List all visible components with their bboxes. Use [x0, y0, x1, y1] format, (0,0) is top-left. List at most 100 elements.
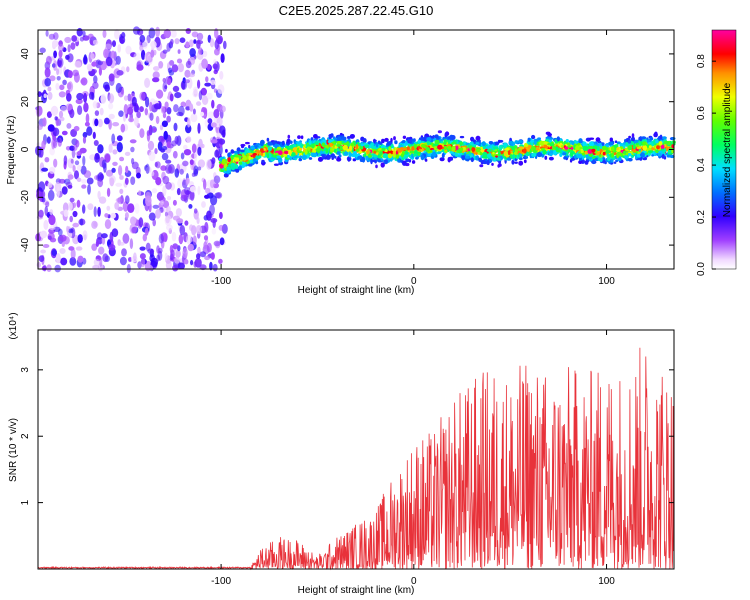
ridge-cell	[486, 149, 492, 152]
noise-cell	[89, 39, 93, 45]
noise-cell	[114, 29, 120, 40]
ridge-cell	[321, 142, 326, 148]
noise-cell	[138, 217, 144, 228]
ridge-cell	[655, 139, 659, 144]
ridge-cell	[531, 134, 536, 140]
noise-cell	[39, 47, 46, 54]
noise-cell	[73, 125, 80, 132]
ridge-cell	[290, 152, 296, 157]
ridge-cell	[235, 168, 240, 173]
noise-cell	[166, 224, 173, 231]
noise-cell	[190, 113, 198, 123]
noise-cell	[47, 235, 52, 240]
noise-cell	[162, 49, 168, 54]
noise-cell	[210, 139, 218, 144]
noise-cell	[220, 53, 225, 63]
noise-cell	[172, 150, 178, 159]
noise-cell	[106, 205, 111, 211]
noise-cell	[49, 225, 56, 231]
noise-cell	[209, 261, 213, 271]
ridge-cell	[402, 147, 407, 151]
noise-cell	[56, 76, 61, 81]
ridge-cell	[434, 139, 440, 145]
noise-cell	[209, 204, 215, 216]
ridge-cell	[342, 144, 348, 151]
noise-cell	[40, 249, 46, 254]
noise-cell	[94, 118, 99, 127]
noise-cell	[83, 102, 89, 113]
colorbar-tick-label: 0.0	[696, 262, 707, 276]
noise-cell	[219, 211, 223, 220]
noise-cell	[182, 160, 189, 167]
noise-cell	[179, 225, 186, 236]
ridge-cell	[443, 139, 447, 145]
noise-cell	[82, 230, 88, 241]
noise-cell	[37, 124, 43, 130]
ridge-cell	[498, 145, 502, 150]
noise-cell	[53, 158, 58, 168]
noise-cell	[43, 219, 49, 230]
noise-cell	[56, 186, 60, 198]
ridge-cell	[313, 134, 318, 139]
noise-cell	[161, 120, 168, 128]
noise-cell	[172, 199, 177, 206]
noise-cell	[166, 115, 171, 123]
ridge-cell	[588, 141, 595, 147]
ridge-cell	[578, 138, 583, 144]
ridge-cell	[247, 152, 253, 156]
ridge-cell	[401, 140, 406, 144]
noise-cell	[204, 255, 211, 261]
noise-cell	[45, 55, 52, 65]
ridge-cell	[542, 149, 547, 155]
noise-cell	[203, 241, 208, 250]
ridge-cell	[640, 152, 645, 158]
x-tick-label: 0	[411, 576, 417, 587]
noise-cell	[210, 218, 218, 223]
noise-cell	[42, 244, 50, 248]
y-tick-label: 40	[20, 48, 31, 60]
noise-cell	[123, 95, 128, 101]
noise-cell	[97, 118, 103, 128]
ridge-cell	[425, 147, 431, 153]
x-tick-label: -100	[211, 276, 231, 287]
noise-cell	[157, 141, 163, 151]
noise-cell	[183, 149, 192, 156]
noise-cell	[114, 202, 120, 210]
noise-cell	[182, 247, 188, 259]
figure-title: C2E5.2025.287.22.45.G10	[279, 3, 434, 18]
ridge-cell	[405, 158, 410, 162]
ridge-cell	[649, 137, 654, 141]
ridge-cell	[303, 144, 307, 148]
ridge-cell	[475, 148, 481, 153]
noise-cell	[166, 205, 171, 213]
ridge-cell	[380, 158, 384, 161]
ridge-cell	[397, 158, 401, 163]
noise-cell	[173, 104, 179, 113]
ridge-cell	[426, 137, 432, 142]
ridge-cell	[659, 134, 663, 140]
ridge-cell	[288, 149, 292, 156]
colorbar-gradient	[711, 29, 737, 270]
noise-cell	[38, 209, 44, 218]
noise-cell	[87, 65, 93, 72]
noise-cell	[149, 112, 154, 121]
ridge-cell	[395, 154, 400, 159]
ridge-cell	[599, 148, 603, 153]
noise-cell	[191, 143, 197, 154]
ridge-cell	[452, 152, 456, 156]
noise-cell	[170, 38, 174, 45]
noise-cell	[166, 107, 172, 115]
colorbar-tick-label: 0.8	[696, 54, 707, 68]
noise-cell	[119, 188, 124, 195]
ridge-cell	[237, 150, 240, 155]
noise-cell	[76, 199, 81, 208]
noise-cell	[45, 30, 49, 37]
noise-cell	[105, 56, 113, 67]
noise-cell	[165, 164, 173, 174]
noise-cell	[49, 75, 56, 82]
noise-cell	[139, 253, 146, 260]
noise-cell	[91, 243, 98, 251]
noise-cell	[133, 52, 141, 61]
noise-cell	[158, 196, 166, 202]
ridge-cell	[281, 140, 285, 146]
